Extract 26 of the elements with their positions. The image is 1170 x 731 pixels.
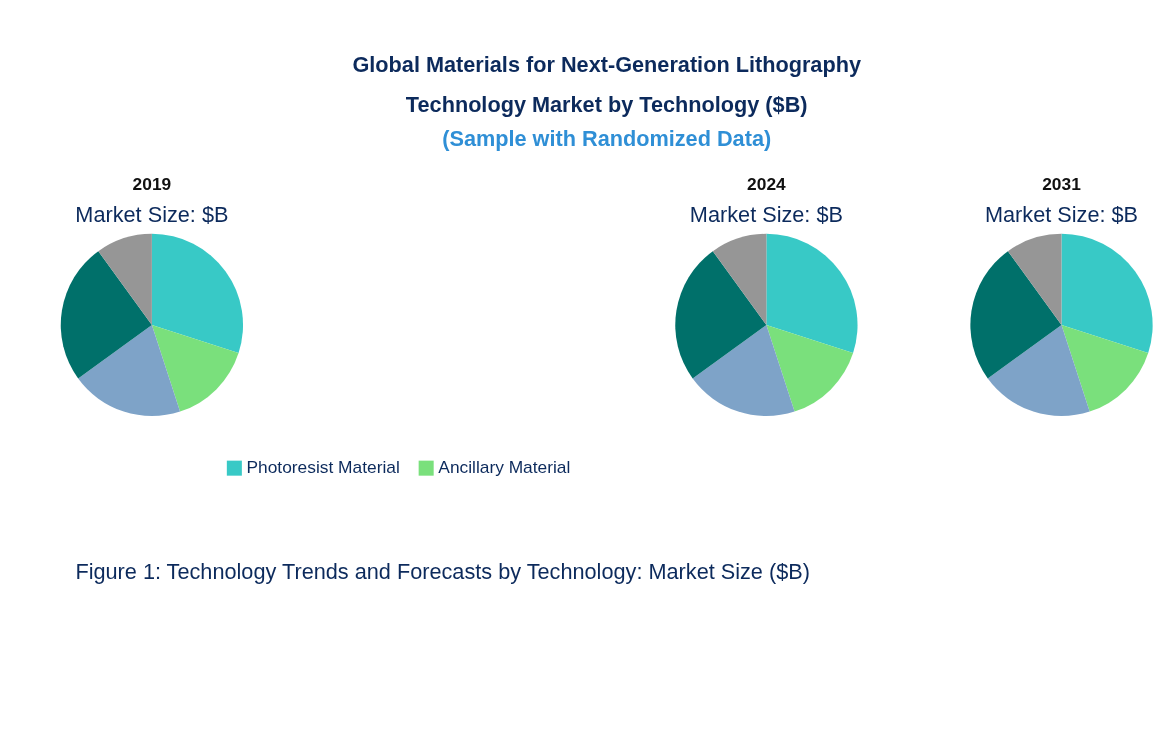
text: Global Materials for Next-Generation Lithography Technology Market by Technology ($B) [352, 52, 861, 118]
chart-title: 2024 [747, 174, 787, 195]
legend-label: Ancillary Material [438, 457, 571, 478]
pie-slice [1061, 324, 1149, 412]
legend-label: Photoresist Material [246, 457, 400, 478]
pie-slice [712, 233, 767, 325]
pie-slice [766, 233, 858, 354]
pie-slice [987, 324, 1090, 416]
caption: Figure 1: Technology Trends and Forecasts by Technology: Market Size ($B) [75, 559, 810, 585]
chart-subtitle: Market Size: $B [689, 201, 843, 227]
text: (Sample with Randomized Data) [442, 126, 772, 152]
pie-slice [60, 251, 152, 379]
chart-subtitle: Market Size: $B [984, 201, 1139, 227]
pie-slice [1007, 233, 1062, 325]
chart-subtitle: Market Size: $B [75, 201, 229, 227]
pie-slice [675, 251, 767, 379]
pie-slice [151, 324, 239, 412]
pie-slice [1061, 233, 1153, 354]
pie-slice [98, 233, 152, 325]
chart-title: 2031 [1042, 174, 1082, 195]
chart-title: 2019 [132, 174, 172, 195]
pie-slice [970, 251, 1062, 379]
pie-slice [766, 324, 854, 412]
pie-slice [151, 233, 243, 354]
pie-slice [78, 324, 181, 416]
pie-slice [692, 324, 795, 416]
